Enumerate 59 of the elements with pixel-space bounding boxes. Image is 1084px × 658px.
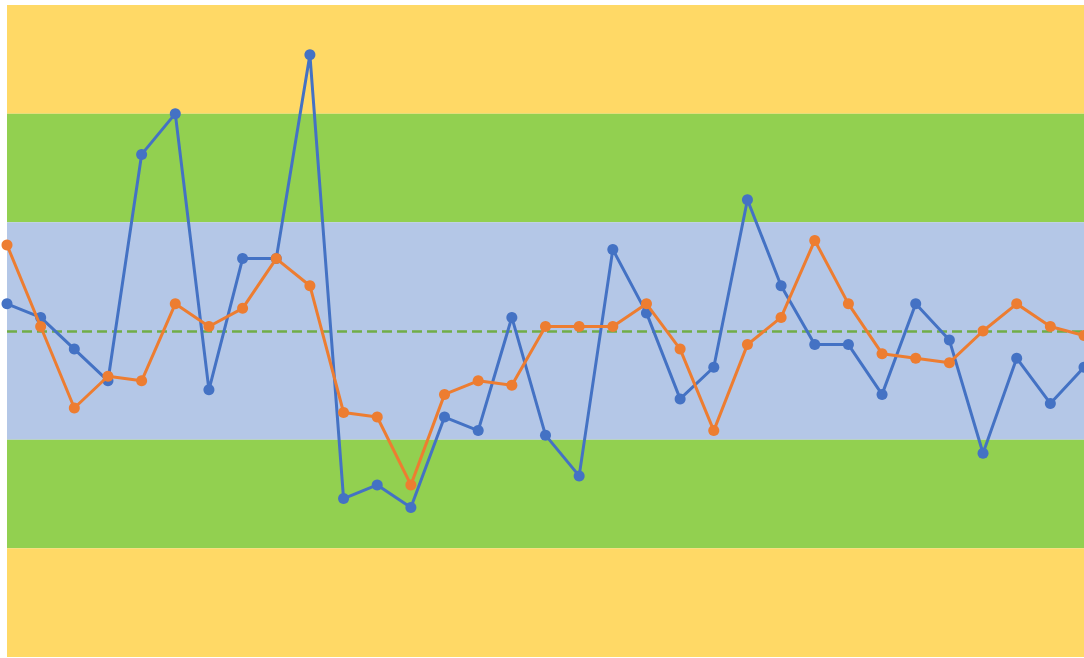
point <box>237 253 249 265</box>
point <box>1011 298 1023 310</box>
point <box>910 352 922 364</box>
point <box>876 348 888 360</box>
point <box>1 298 13 310</box>
point <box>1011 352 1023 364</box>
point <box>405 479 417 491</box>
point <box>1 239 13 251</box>
point <box>237 302 249 314</box>
point <box>977 325 989 337</box>
point <box>910 298 922 310</box>
point <box>506 311 518 323</box>
point <box>439 388 451 400</box>
point <box>607 244 619 255</box>
point <box>506 379 518 391</box>
point <box>338 407 350 418</box>
point <box>977 447 989 459</box>
point <box>169 298 181 310</box>
point <box>640 298 652 310</box>
point <box>35 320 47 332</box>
point <box>472 375 484 387</box>
point <box>1044 320 1056 332</box>
point <box>136 375 148 387</box>
point <box>876 388 888 400</box>
point <box>304 280 316 292</box>
point <box>842 339 854 351</box>
point <box>943 357 955 369</box>
point <box>775 311 787 323</box>
point <box>540 320 551 332</box>
point <box>371 479 383 491</box>
point <box>1044 397 1056 409</box>
point <box>102 370 114 382</box>
point <box>472 425 484 437</box>
point <box>573 320 585 332</box>
point <box>809 234 821 246</box>
point <box>674 343 686 355</box>
point <box>809 339 821 351</box>
point <box>943 334 955 346</box>
point <box>136 148 148 160</box>
point <box>68 343 80 355</box>
point <box>741 194 753 206</box>
point <box>607 320 619 332</box>
point <box>169 108 181 120</box>
point <box>439 411 451 423</box>
point <box>573 470 585 482</box>
point <box>338 493 350 505</box>
point <box>741 339 753 351</box>
point <box>540 429 551 441</box>
point <box>203 384 215 396</box>
point <box>68 402 80 414</box>
point <box>674 393 686 405</box>
point <box>708 361 720 373</box>
point <box>405 502 417 514</box>
point <box>842 298 854 310</box>
point <box>775 280 787 292</box>
point <box>708 425 720 437</box>
point <box>371 411 383 423</box>
point <box>203 320 215 332</box>
point <box>304 49 316 61</box>
